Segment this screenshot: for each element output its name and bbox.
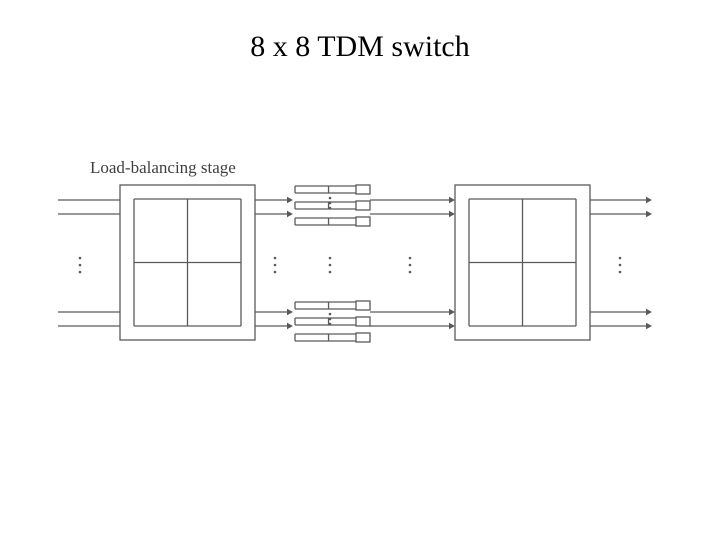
stage-label: Load-balancing stage [90, 158, 236, 178]
tdm-switch-diagram [0, 0, 720, 540]
page-title: 8 x 8 TDM switch [0, 30, 720, 64]
